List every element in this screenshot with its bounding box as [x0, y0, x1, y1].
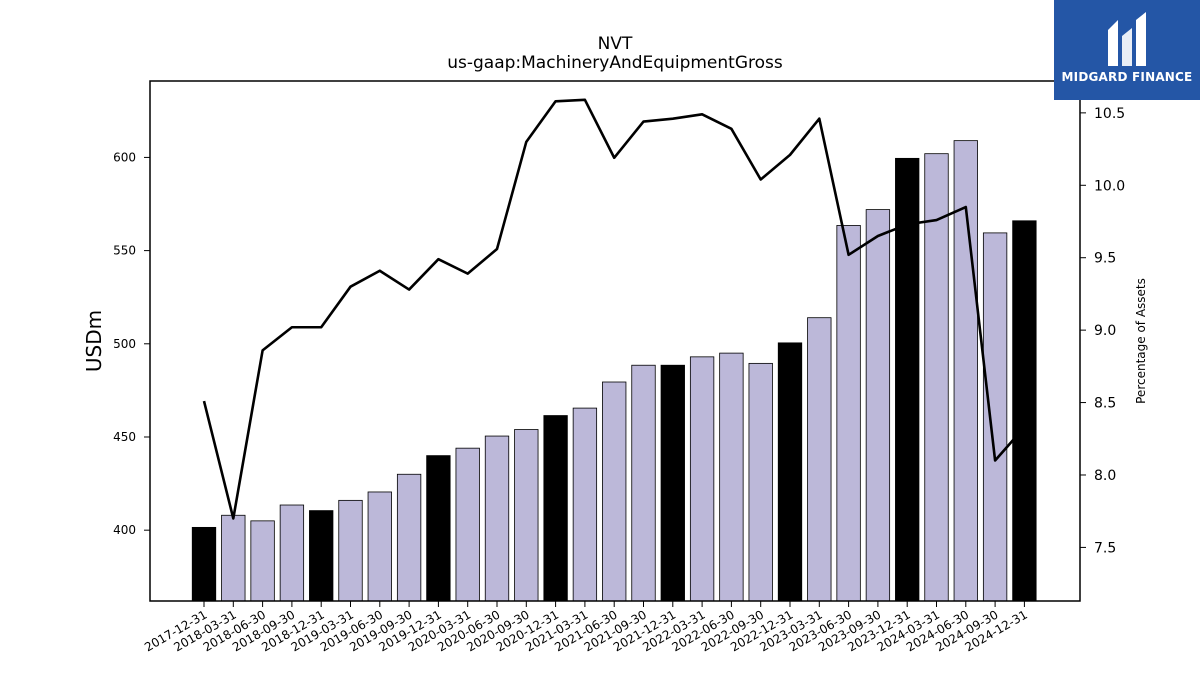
bar-2019-03-31: [338, 499, 363, 602]
bar-2019-09-30: [396, 473, 422, 602]
bar-2021-03-31: [572, 407, 598, 602]
bar-2022-06-30: [719, 352, 744, 602]
logo-text: MIDGARD FINANCE: [1061, 70, 1193, 84]
plot-frame: [149, 80, 1081, 602]
bar-2023-09-30: [865, 209, 891, 602]
y-axis: 400 450 500 550 600: [113, 150, 150, 537]
y2-axis-label: Percentage of Assets: [1134, 278, 1148, 404]
y2-tick-label: 9.5: [1094, 251, 1116, 267]
y2-tick-label: 7.5: [1094, 540, 1116, 556]
y2-tick-label: 8.0: [1094, 468, 1116, 484]
bar-2020-06-30: [484, 435, 510, 602]
bar-2022-09-30: [748, 362, 773, 602]
bar-2023-03-31: [807, 317, 832, 602]
bar-2020-12-31: [543, 415, 568, 602]
line-percentage-of-assets: [202, 98, 1026, 520]
midgard-logo-icon: [1108, 12, 1146, 66]
bar-2021-12-31: [660, 364, 685, 602]
bar-2020-03-31: [455, 447, 480, 602]
bars: [191, 140, 1037, 602]
y2-tick-label: 10.0: [1094, 178, 1125, 194]
bar-2024-12-31: [1012, 220, 1037, 602]
y2-axis: 7.5 8.0 8.5 9.0 9.5 10.0 10.5: [1080, 106, 1125, 556]
bar-2020-09-30: [514, 429, 539, 602]
y-axis-label: USDm: [82, 310, 106, 372]
bar-2018-06-30: [250, 520, 275, 602]
chart-subtitle: us-gaap:MachineryAndEquipmentGross: [447, 53, 783, 73]
x-axis: 2017-12-312018-03-312018-06-302018-09-30…: [142, 601, 1030, 654]
bar-2023-06-30: [836, 225, 861, 602]
bar-2019-12-31: [426, 455, 451, 602]
y-tick-label: 400: [113, 523, 136, 537]
y-tick-label: 600: [113, 150, 136, 164]
bar-2018-12-31: [309, 510, 334, 602]
bar-2021-09-30: [631, 364, 656, 602]
bar-2024-09-30: [982, 232, 1008, 602]
bar-2022-03-31: [689, 356, 715, 602]
bar-2018-09-30: [279, 504, 305, 602]
y-tick-label: 550: [113, 244, 136, 258]
line-series: [202, 98, 1026, 520]
y-tick-label: 500: [113, 337, 136, 351]
y-tick-label: 450: [113, 430, 136, 444]
bar-2022-12-31: [777, 342, 803, 602]
bar-2021-06-30: [602, 381, 627, 602]
bar-2019-06-30: [367, 491, 392, 602]
bar-2017-12-31: [191, 526, 217, 602]
y2-tick-label: 8.5: [1094, 396, 1116, 412]
y2-tick-label: 9.0: [1094, 323, 1116, 339]
chart-title: NVT: [598, 34, 633, 54]
brand-logo: MIDGARD FINANCE: [1054, 0, 1200, 100]
bar-2018-03-31: [221, 514, 246, 602]
y2-tick-label: 10.5: [1094, 106, 1125, 122]
